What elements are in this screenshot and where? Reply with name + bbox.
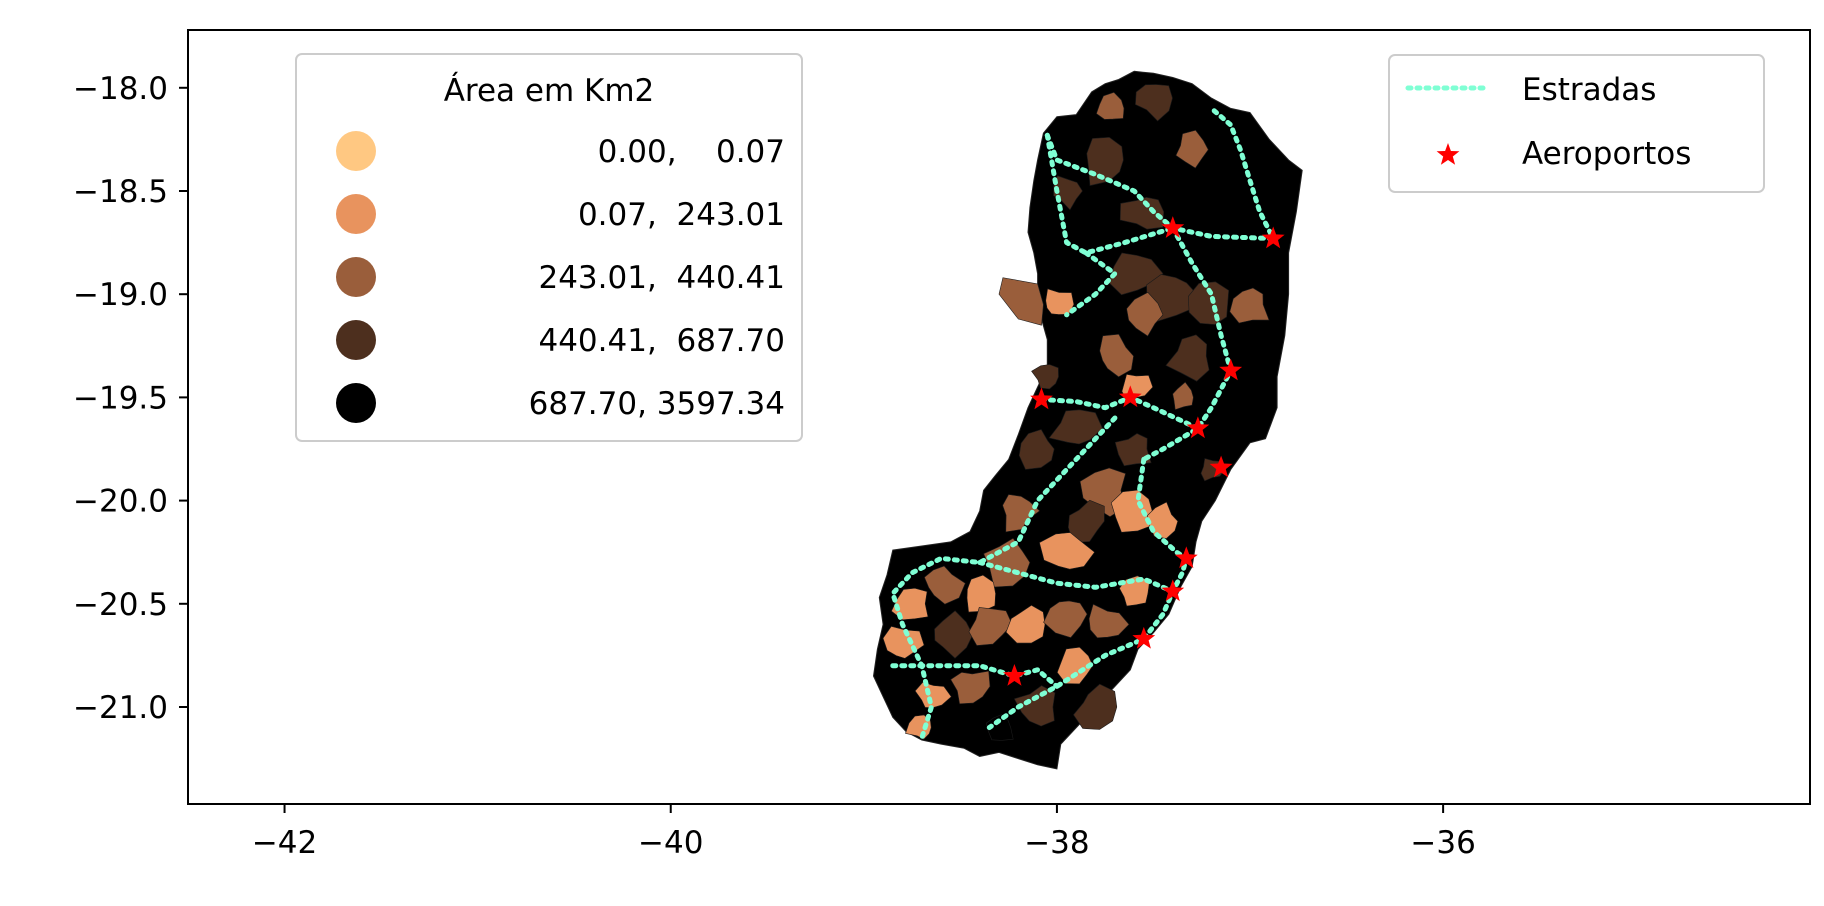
municipality [1135,84,1173,122]
legend-class-label: 687.70, 3597.34 [529,386,785,422]
legend-class-label: 0.07, 243.01 [578,197,785,233]
y-tick-label: −18.0 [73,71,168,107]
municipality [1172,381,1194,410]
area-legend: Área em Km2 0.00, 0.07 0.07, 243.01 243.01… [295,53,803,442]
airport-marker [1261,226,1285,249]
municipality [950,670,991,705]
legend-class-label: 243.01, 440.41 [538,260,785,296]
municipality [891,587,929,621]
airport-marker [1161,216,1185,238]
airport-star-symbol [1436,143,1460,165]
road-line [1044,132,1176,256]
municipality [1119,196,1165,230]
road-line [977,560,1176,594]
legend-class-label: 440.41, 687.70 [538,323,785,359]
municipality [1043,600,1088,638]
municipality [1005,604,1046,644]
municipality [1119,575,1150,607]
municipality [968,607,1013,646]
area-legend-box [295,53,803,442]
municipality [1126,292,1164,337]
x-axis-ticks: −42 −40 −38 −36 [252,804,1476,861]
x-tick-label: −36 [1410,825,1475,861]
legend-class-label: 0.00, 0.07 [598,134,785,170]
airport-marker [1030,387,1053,410]
municipality [998,277,1044,326]
municipality [1045,288,1075,315]
x-tick-label: −42 [252,825,317,861]
y-axis-ticks: −18.0 −18.5 −19.0 −19.5 −20.0 −20.5 −21.0 [73,71,188,726]
municipality [1088,603,1130,639]
area-legend-title: Área em Km2 [444,73,655,109]
legend-class-swatch [336,320,376,360]
municipality [1229,287,1270,324]
municipality [914,681,952,708]
road-line [1044,105,1276,241]
airport-marker [1209,455,1233,478]
y-tick-label: −18.5 [73,174,168,210]
layers-legend: Estradas Aeroportos [1388,54,1765,193]
legend-class-swatch [336,194,376,234]
y-tick-label: −19.0 [73,277,168,313]
airport-marker [1118,385,1142,408]
airport-marker [1161,579,1185,602]
road-line [890,415,1118,741]
axes-frame [187,29,1811,805]
airport-marker [1219,358,1243,381]
road-line [1064,250,1118,318]
municipality [1048,409,1103,445]
road-line [890,663,1060,689]
legend-class-swatch [336,257,376,297]
municipality [1031,364,1059,390]
municipality [1018,429,1055,470]
y-tick-label: −20.5 [73,587,168,623]
legend-class-swatch [336,131,376,171]
area-legend-items: 0.00, 0.07 0.07, 243.01 243.01, 440.41 440.… [336,131,785,423]
airports-legend-label: Aeroportos [1522,136,1691,172]
municipality [1099,333,1134,378]
x-tick-label: −38 [1024,825,1089,861]
municipality [1053,175,1083,211]
airport-star-icon [1436,143,1460,165]
municipality [983,537,1031,588]
legend-class-swatch [336,383,376,423]
municipality [1187,281,1230,325]
y-tick-label: −19.5 [73,380,168,416]
y-tick-label: −20.0 [73,484,168,520]
municipality [1096,91,1125,120]
airport-marker [1186,416,1210,439]
airport-marker [1174,546,1198,569]
municipality [966,574,996,613]
municipality [1073,683,1118,730]
municipality [1067,499,1105,543]
airport-marker [1132,626,1156,649]
roads-legend-label: Estradas [1522,72,1656,108]
municipality [1056,646,1094,685]
municipality [1165,334,1210,382]
x-tick-label: −40 [638,825,703,861]
municipality [1175,129,1209,169]
airport-marker [1003,664,1026,686]
municipality [934,610,974,659]
municipality [1110,489,1153,533]
road-line [1039,394,1201,431]
state-municipalities-map [872,70,1303,770]
municipality [924,565,966,605]
y-tick-label: −21.0 [73,690,168,726]
airports-layer [1003,216,1285,686]
municipality [1039,532,1096,570]
